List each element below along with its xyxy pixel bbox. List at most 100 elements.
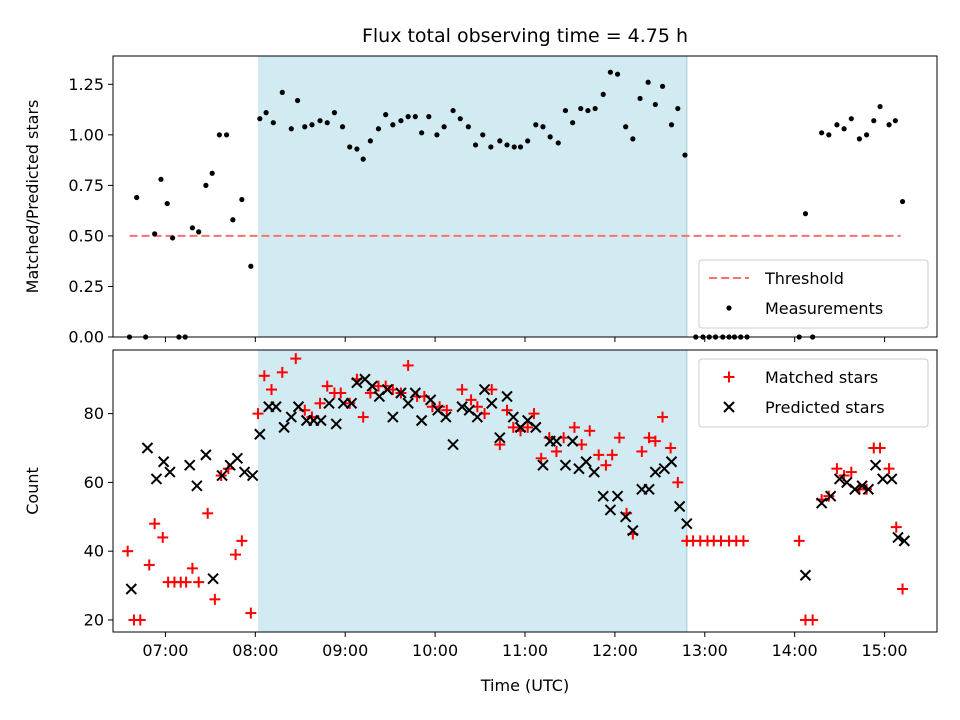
measurement-point	[614, 71, 621, 77]
matched-stars-point	[890, 521, 902, 533]
measurement-point	[682, 152, 688, 158]
measurement-point	[434, 132, 440, 138]
legend-label: Threshold	[764, 269, 844, 288]
predicted-stars-point	[604, 504, 617, 516]
predicted-stars-point	[892, 531, 904, 544]
matched-stars-point	[568, 421, 580, 433]
predicted-stars-point	[580, 456, 592, 468]
predicted-stars-point	[200, 449, 212, 461]
ratio-panel: 0.00 0.25 0.50 0.75 1.00 1.25 Matched/Predicte…	[23, 55, 938, 347]
measurement-point	[288, 126, 294, 132]
measurement-point	[547, 134, 553, 140]
measurement-point	[170, 235, 176, 241]
predicted-stars-point	[566, 435, 579, 447]
matched-stars-point	[306, 411, 318, 423]
predicted-stars-point	[254, 428, 266, 440]
y-tick-label: 40	[84, 542, 104, 561]
matched-stars-point	[793, 535, 805, 547]
observing-window-shade	[258, 350, 687, 632]
measurement-point	[158, 176, 164, 182]
predicted-stars-point	[395, 387, 407, 399]
measurement-point	[354, 146, 360, 152]
measurement-point	[203, 182, 209, 188]
predicted-stars-point	[824, 490, 837, 502]
measurement-point	[497, 138, 503, 144]
matched-stars-point	[501, 404, 513, 416]
matched-stars-point	[258, 370, 270, 382]
y-axis-title: Matched/Predicted stars	[23, 100, 42, 294]
matched-stars-point	[245, 607, 257, 619]
measurement-point	[426, 114, 432, 120]
predicted-stars-point	[447, 438, 459, 451]
measurement-point	[347, 144, 353, 150]
predicted-stars-point	[681, 517, 693, 530]
predicted-stars-point	[315, 414, 327, 427]
x-tick-label: 10:00	[412, 641, 458, 660]
x-tick-label: 15:00	[862, 641, 908, 660]
x-tick-label: 09:00	[322, 641, 368, 660]
measurement-point	[659, 83, 666, 89]
measurement-point	[230, 217, 236, 223]
predicted-stars-point	[815, 497, 828, 509]
measurement-point	[263, 110, 269, 116]
measurement-point	[134, 194, 140, 201]
measurement-point	[457, 116, 463, 122]
measurement-point	[848, 116, 854, 122]
predicted-stars-point	[150, 473, 163, 485]
chart-title: Flux total observing time = 4.75 h	[362, 25, 688, 47]
y-axis-title: Count	[23, 467, 42, 515]
measurement-point	[511, 144, 517, 150]
legend-marker	[723, 371, 735, 383]
predicted-stars-point	[597, 490, 609, 502]
predicted-stars-point	[877, 473, 889, 485]
measurement-point	[871, 118, 877, 124]
predicted-stars-point	[216, 469, 228, 482]
matched-stars-point	[874, 442, 886, 454]
measurement-point	[668, 122, 675, 128]
matched-stars-point	[122, 545, 134, 557]
predicted-stars-point	[402, 397, 414, 410]
matched-stars-point	[357, 411, 369, 423]
measurement-point	[302, 124, 308, 130]
measurement-point	[390, 122, 396, 128]
predicted-stars-point	[501, 390, 513, 403]
predicted-stars-point	[285, 411, 297, 423]
matched-stars-point	[380, 380, 392, 392]
predicted-stars-point	[330, 418, 342, 430]
legend-box	[698, 259, 929, 329]
measurement-point	[383, 112, 389, 118]
y-tick-label: 60	[84, 473, 104, 492]
predicted-stars-point	[366, 380, 378, 392]
predicted-stars-point	[246, 469, 259, 482]
measurement-point	[375, 126, 382, 132]
measurement-point	[525, 138, 531, 144]
measurement-point	[257, 116, 263, 122]
predicted-stars-point	[415, 414, 428, 427]
measurement-point	[279, 89, 285, 95]
measurement-point	[239, 196, 245, 203]
predicted-stars-point	[799, 569, 812, 581]
matched-stars-point	[831, 463, 843, 475]
matched-stars-point	[335, 387, 347, 399]
predicted-stars-point	[337, 397, 350, 410]
measurement-point	[398, 118, 404, 124]
predicted-stars-point	[833, 473, 846, 485]
y-tick-label: 20	[84, 610, 104, 629]
matched-stars-point	[593, 449, 605, 461]
predicted-stars-point	[507, 411, 520, 423]
legend-item: Threshold	[709, 269, 844, 288]
measurement-point	[645, 79, 651, 85]
predicted-stars-point	[292, 401, 305, 413]
measurement-point	[248, 263, 254, 269]
predicted-stars-point	[611, 490, 624, 502]
measurement-point	[892, 118, 898, 124]
measurement-point	[164, 200, 170, 207]
matched-stars-point	[600, 459, 612, 471]
predicted-stars-point	[478, 383, 491, 396]
matched-stars-point	[202, 507, 214, 519]
matched-stars-point	[636, 445, 648, 457]
measurement-point	[570, 120, 576, 126]
matched-stars-point	[528, 408, 540, 420]
matched-stars-point	[522, 421, 534, 433]
